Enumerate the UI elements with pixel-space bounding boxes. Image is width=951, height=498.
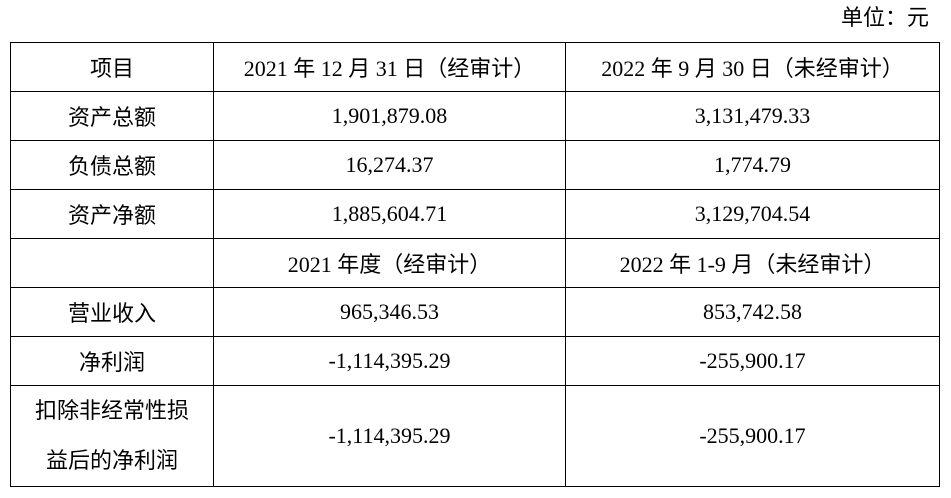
cell: 资产总额: [10, 91, 214, 141]
wrapped-label: 扣除非经常性损益后的净利润: [34, 398, 189, 473]
data-row: 负债总额 16,274.37 1,774.79: [10, 140, 940, 190]
cell: 1,774.79: [565, 140, 940, 190]
cell: 965,346.53: [213, 287, 566, 337]
cell: 3,131,479.33: [565, 91, 940, 141]
header-row: 项目 2021 年 12 月 31 日（经审计） 2022 年 9 月 30 日（未…: [10, 42, 940, 92]
subheader-row: 2021 年度（经审计） 2022 年 1-9 月（未经审计）: [10, 238, 940, 288]
cell: -255,900.17: [565, 385, 940, 487]
data-row: 净利润 -1,114,395.29 -255,900.17: [10, 336, 940, 386]
cell: 净利润: [10, 336, 214, 386]
cell: 资产净额: [10, 189, 214, 239]
cell: 1,885,604.71: [213, 189, 566, 239]
cell: 营业收入: [10, 287, 214, 337]
cell: -1,114,395.29: [213, 385, 566, 487]
cell: 2022 年 9 月 30 日（未经审计）: [565, 42, 940, 92]
data-row: 扣除非经常性损益后的净利润 -1,114,395.29 -255,900.17: [10, 385, 940, 487]
cell: 1,901,879.08: [213, 91, 566, 141]
cell: 16,274.37: [213, 140, 566, 190]
cell: -1,114,395.29: [213, 336, 566, 386]
data-row: 资产净额 1,885,604.71 3,129,704.54: [10, 189, 940, 239]
cell: 2021 年度（经审计）: [213, 238, 566, 288]
table-body: 项目 2021 年 12 月 31 日（经审计） 2022 年 9 月 30 日（未…: [10, 42, 940, 487]
data-row: 资产总额 1,901,879.08 3,131,479.33: [10, 91, 940, 141]
cell: 扣除非经常性损益后的净利润: [10, 385, 214, 487]
cell: 853,742.58: [565, 287, 940, 337]
cell: -255,900.17: [565, 336, 940, 386]
unit-label: 单位：元: [840, 5, 929, 30]
cell: 2022 年 1-9 月（未经审计）: [565, 238, 940, 288]
cell: 3,129,704.54: [565, 189, 940, 239]
cell: 2021 年 12 月 31 日（经审计）: [213, 42, 566, 92]
cell: 负债总额: [10, 140, 214, 190]
financial-table: 项目 2021 年 12 月 31 日（经审计） 2022 年 9 月 30 日（未…: [10, 42, 940, 487]
data-row: 营业收入 965,346.53 853,742.58: [10, 287, 940, 337]
cell: 项目: [10, 42, 214, 92]
cell: [10, 238, 214, 288]
